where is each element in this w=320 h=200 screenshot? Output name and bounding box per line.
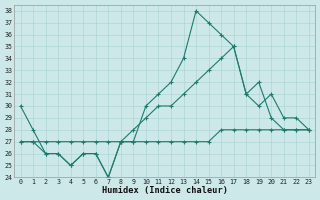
X-axis label: Humidex (Indice chaleur): Humidex (Indice chaleur) [102,186,228,195]
